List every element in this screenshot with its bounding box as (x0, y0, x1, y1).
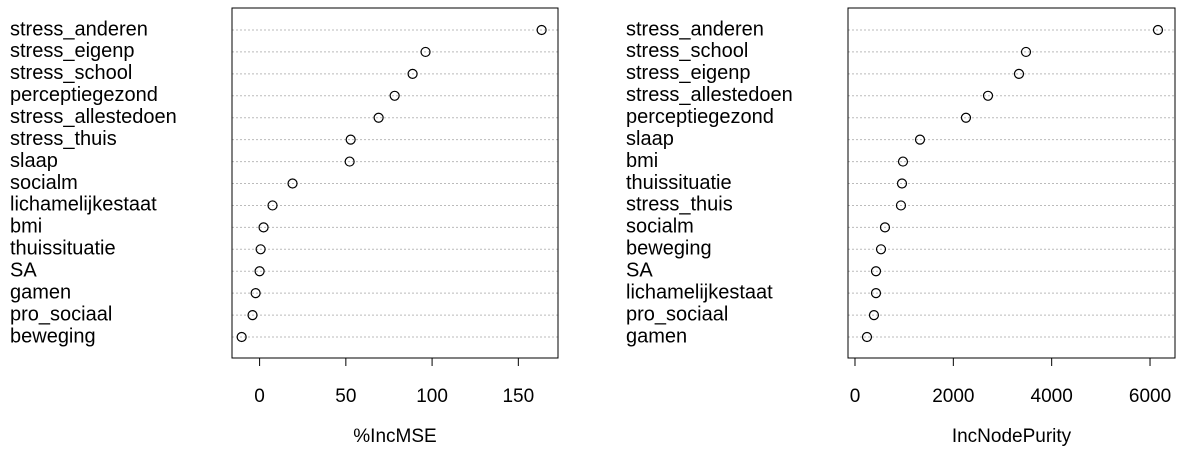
category-label: perceptiegezond (10, 84, 158, 106)
dot (895, 200, 907, 211)
category-label: gamen (626, 325, 687, 347)
x-tick-label: 50 (335, 386, 356, 407)
x-axis-label: IncNodePurity (952, 426, 1072, 447)
dot (875, 244, 887, 255)
category-label: pro_sociaal (626, 303, 728, 325)
dot (267, 200, 278, 211)
category-label: socialm (10, 172, 78, 194)
category-label: stress_school (10, 62, 132, 84)
dot (960, 112, 972, 123)
category-label: socialm (626, 216, 694, 238)
dot (247, 309, 258, 321)
category-label: pro_sociaal (10, 303, 112, 325)
dot (345, 134, 356, 145)
dot (879, 222, 891, 233)
category-label: stress_eigenp (10, 40, 135, 62)
dot (896, 178, 908, 189)
dot (1152, 24, 1164, 36)
category-label: bmi (626, 150, 658, 172)
dot (1020, 46, 1032, 58)
x-tick-label: 100 (416, 386, 448, 407)
x-tick-label: 2000 (932, 386, 974, 407)
dot (236, 331, 247, 343)
category-label: beweging (10, 325, 96, 347)
category-label: bmi (10, 216, 42, 238)
plot-box (231, 7, 559, 359)
category-label: slaap (10, 150, 58, 172)
dot (420, 46, 431, 58)
dot (344, 156, 355, 167)
x-tick-label: 0 (254, 386, 265, 407)
category-label: thuissituatie (10, 238, 116, 260)
category-label: stress_school (626, 40, 748, 62)
x-tick-label: 150 (502, 386, 534, 407)
category-label: thuissituatie (626, 172, 732, 194)
dot (897, 156, 909, 167)
category-label: stress_eigenp (626, 62, 751, 84)
dot (868, 309, 880, 321)
dot (407, 68, 418, 79)
dot (536, 24, 547, 36)
dot (254, 266, 265, 277)
x-tick-label: 4000 (1031, 386, 1073, 407)
dot (1013, 68, 1025, 79)
dot (861, 331, 873, 343)
x-axis-label: %IncMSE (353, 426, 436, 447)
dot (982, 90, 994, 101)
category-label: SA (626, 260, 653, 282)
category-label: lichamelijkestaat (626, 281, 773, 303)
dot (870, 266, 882, 277)
category-label: stress_allestedoen (626, 84, 793, 106)
category-label: stress_thuis (626, 194, 733, 216)
dot (250, 288, 261, 299)
dot (870, 288, 882, 299)
dot (258, 222, 269, 233)
category-label: stress_thuis (10, 128, 117, 150)
category-label: gamen (10, 281, 71, 303)
x-tick-label: 0 (850, 386, 861, 407)
dot (914, 134, 926, 145)
category-label: stress_anderen (10, 18, 148, 40)
category-label: lichamelijkestaat (10, 194, 157, 216)
category-label: perceptiegezond (626, 106, 774, 128)
category-label: stress_anderen (626, 18, 764, 40)
category-label: slaap (626, 128, 674, 150)
dot (373, 112, 384, 123)
x-tick-label: 6000 (1129, 386, 1171, 407)
category-label: stress_allestedoen (10, 106, 177, 128)
dot (389, 90, 400, 101)
category-label: beweging (626, 238, 712, 260)
dot (255, 244, 266, 255)
dot (287, 178, 298, 189)
category-label: SA (10, 260, 37, 282)
